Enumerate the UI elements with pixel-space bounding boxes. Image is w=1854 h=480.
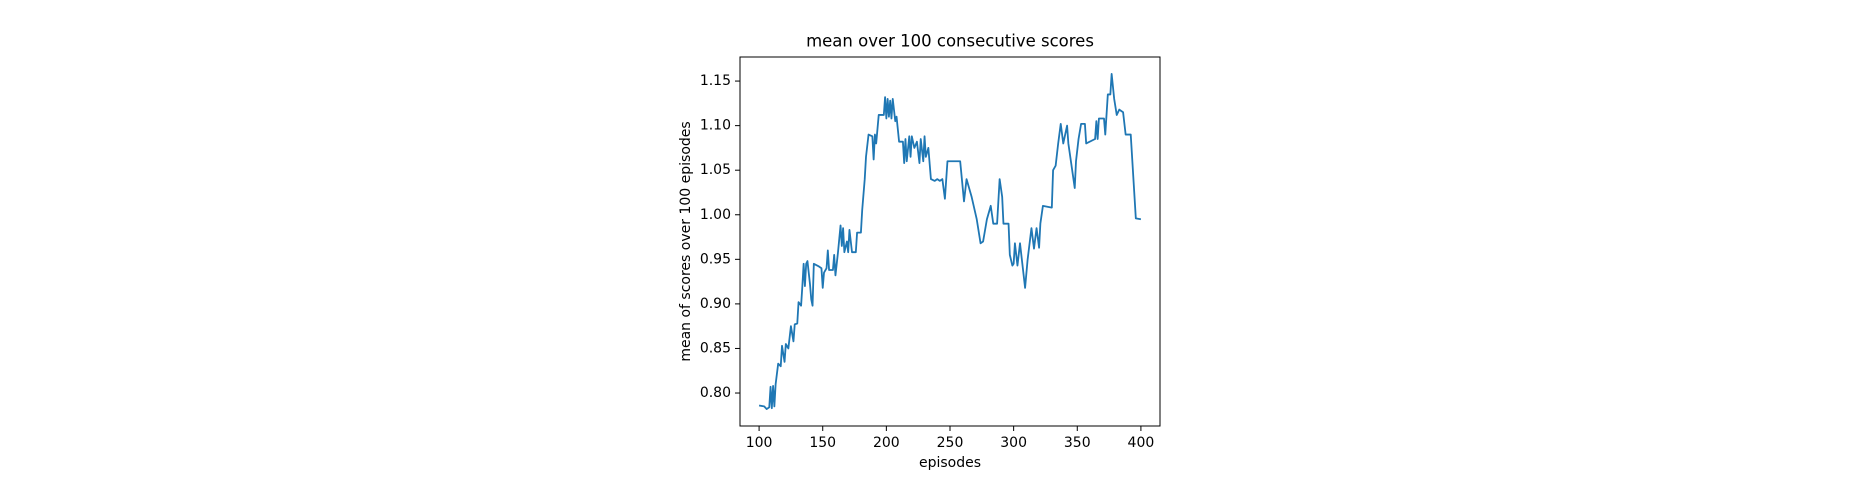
x-tick-label: 250 — [937, 435, 964, 451]
y-tick-label: 1.15 — [700, 73, 731, 89]
data-line — [758, 73, 1142, 410]
plot-frame — [739, 56, 1161, 427]
x-axis-label: episodes — [919, 455, 981, 471]
x-tick-label: 400 — [1128, 435, 1155, 451]
y-tick-label: 0.85 — [700, 340, 731, 356]
x-tick-label: 100 — [746, 435, 773, 451]
x-tick-label: 200 — [873, 435, 900, 451]
y-tick-label: 1.10 — [700, 118, 731, 134]
chart-title: mean over 100 consecutive scores — [806, 32, 1094, 51]
x-tick-label: 350 — [1064, 435, 1091, 451]
x-tick-label: 150 — [809, 435, 836, 451]
y-tick-label: 1.05 — [700, 162, 731, 178]
x-tick-label: 300 — [1000, 435, 1027, 451]
y-axis-label: mean of scores over 100 episodes — [678, 121, 694, 361]
y-tick-label: 0.90 — [700, 296, 731, 312]
y-tick-label: 0.95 — [700, 251, 731, 267]
y-tick-label: 0.80 — [700, 385, 731, 401]
y-tick-label: 1.00 — [700, 207, 731, 223]
